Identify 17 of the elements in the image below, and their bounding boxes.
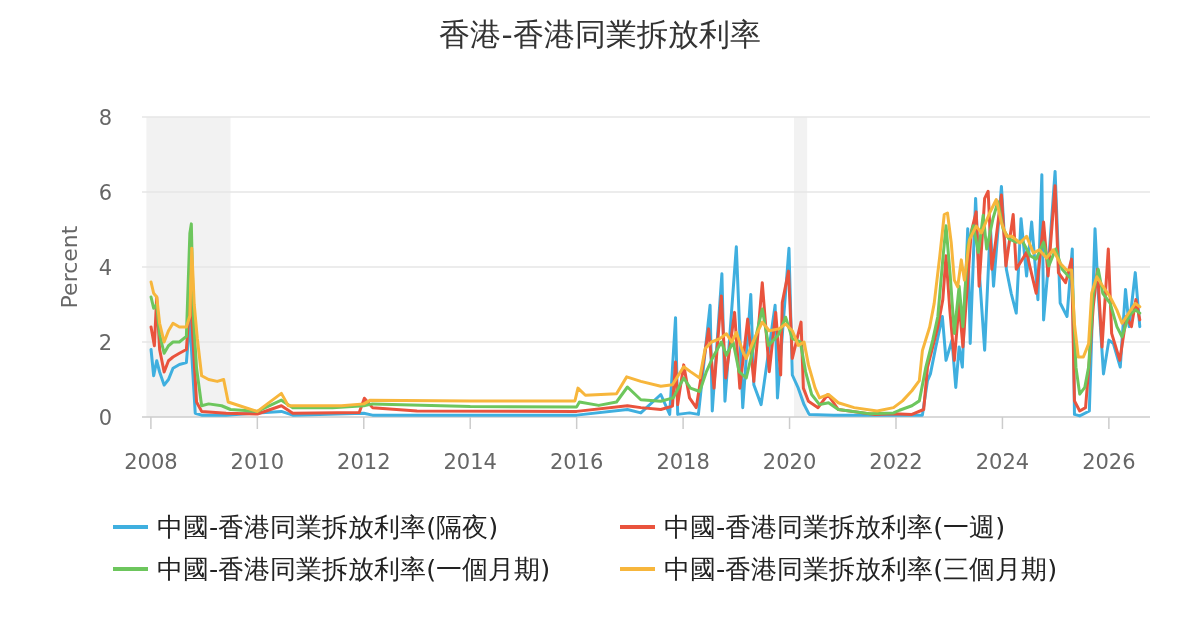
x-tick-label: 2008 bbox=[124, 450, 178, 474]
y-tick-label: 0 bbox=[98, 405, 112, 430]
x-tick-label: 2018 bbox=[656, 450, 710, 474]
x-tick-label: 2022 bbox=[869, 450, 923, 474]
x-tick-label: 2024 bbox=[975, 450, 1030, 474]
y-tick-label: 2 bbox=[98, 330, 112, 355]
y-tick-label: 4 bbox=[98, 255, 112, 280]
x-tick-label: 2016 bbox=[549, 450, 604, 474]
x-tick-label: 2014 bbox=[443, 450, 497, 474]
y-tick-label: 8 bbox=[98, 105, 112, 130]
x-tick-label: 2010 bbox=[230, 450, 285, 474]
x-tick-label: 2012 bbox=[337, 450, 391, 474]
chart-title: 香港-香港同業拆放利率 bbox=[439, 16, 761, 52]
x-tick-label: 2026 bbox=[1082, 450, 1136, 474]
y-axis-title: Percent bbox=[57, 225, 82, 309]
x-tick-label: 2020 bbox=[762, 450, 817, 474]
y-tick-label: 6 bbox=[98, 180, 112, 205]
